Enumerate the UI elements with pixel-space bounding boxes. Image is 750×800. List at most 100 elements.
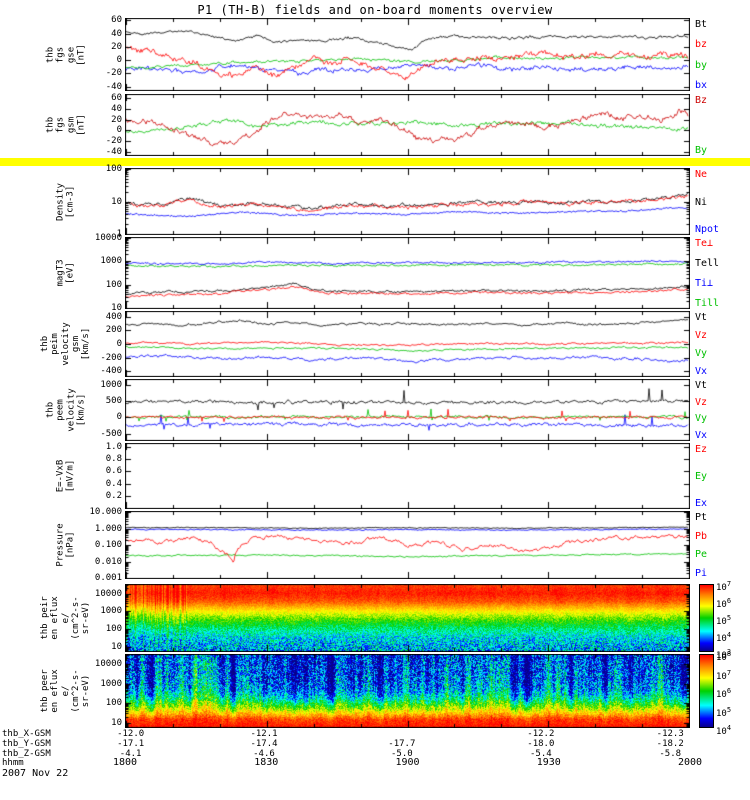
ytick-label: 40 bbox=[111, 103, 122, 114]
axis-row-value: 1900 bbox=[395, 757, 420, 768]
colorbar-tick-label: 105 bbox=[716, 614, 732, 627]
legend-label-Vz: Vz bbox=[695, 396, 708, 408]
ytick-label: 1000 bbox=[100, 256, 122, 267]
axis-row-value: 1930 bbox=[536, 757, 561, 768]
colorbar-exponent: 4 bbox=[726, 631, 732, 639]
panel-peir_spectrogram-canvas bbox=[125, 584, 690, 652]
ytick-label: -40 bbox=[105, 81, 122, 92]
panel-temperature-ylabel: magT3 [eV] bbox=[55, 259, 76, 287]
colorbar-exponent: 6 bbox=[726, 687, 732, 695]
panel-density-ylabel: Density [cm-3] bbox=[55, 182, 76, 221]
panel-fgs_gsm-ylabel: thb fgs gsm [nT] bbox=[45, 114, 87, 136]
legend-label-Ey: Ey bbox=[695, 471, 708, 482]
legend-label-Till: Till bbox=[695, 298, 720, 309]
axis-row-value: -18.2 bbox=[656, 739, 684, 749]
axis-row-value: -12.2 bbox=[527, 729, 555, 739]
legend-label-By: By bbox=[695, 145, 708, 156]
ytick-label: 10.000 bbox=[89, 507, 122, 517]
ytick-label: 1 bbox=[116, 229, 122, 239]
panel-fgs_gsm-canvas bbox=[125, 94, 690, 156]
legend-label-Te⊥: Te⊥ bbox=[695, 238, 714, 249]
ytick-label: 100 bbox=[105, 624, 122, 635]
axis-row-value: -5.0 bbox=[391, 749, 413, 759]
panel-peem_velocity-ylabel: thb peem velocity [km/s] bbox=[45, 388, 87, 432]
legend-label-Vx: Vx bbox=[695, 430, 708, 441]
axis-row-value: -18.0 bbox=[527, 739, 555, 749]
axis-row-value: -12.1 bbox=[250, 729, 278, 739]
axis-row-label-thb_X-GSM: thb_X-GSM bbox=[2, 729, 51, 739]
legend-label-Bt: Bt bbox=[695, 19, 708, 30]
legend-label-Tell: Tell bbox=[695, 258, 720, 269]
colorbar-exponent: 6 bbox=[726, 597, 732, 605]
panel-peim_velocity-canvas bbox=[125, 311, 690, 377]
legend-label-bx: bx bbox=[695, 80, 708, 91]
colorbar-tick-label: 106 bbox=[716, 687, 732, 700]
ytick-label: 1.0 bbox=[105, 442, 122, 453]
colorbar-tick-label: 105 bbox=[716, 705, 732, 719]
legend-label-Pe: Pe bbox=[695, 549, 708, 561]
panel-efield-ylabel: E=-VxB [mV/m] bbox=[55, 459, 76, 493]
ytick-label: 200 bbox=[105, 325, 122, 336]
ytick-label: 0.6 bbox=[105, 466, 122, 477]
ytick-label: 0 bbox=[116, 125, 122, 136]
ytick-label: 0 bbox=[116, 412, 122, 423]
axis-row-value: 1830 bbox=[254, 757, 279, 768]
colorbar-exponent: 7 bbox=[726, 580, 732, 588]
ytick-label: 400 bbox=[105, 311, 122, 322]
legend-label-Vt: Vt bbox=[695, 380, 708, 391]
colorbar-tick-label: 107 bbox=[716, 668, 732, 682]
legend-label-Ex: Ex bbox=[695, 498, 708, 509]
legend-label-Npot: Npot bbox=[695, 224, 720, 235]
legend-label-Bz: Bz bbox=[695, 95, 708, 106]
legend-label-Pb: Pb bbox=[695, 530, 708, 542]
axis-row-value: -17.7 bbox=[388, 739, 416, 749]
ytick-label: 1000 bbox=[100, 379, 122, 390]
panel-fgs_gse-canvas bbox=[125, 18, 690, 91]
panel-density-canvas bbox=[125, 168, 690, 235]
ytick-label: 0.010 bbox=[94, 556, 122, 567]
ytick-label: 40 bbox=[111, 28, 122, 39]
legend-label-Vx: Vx bbox=[695, 366, 708, 377]
ytick-label: 20 bbox=[111, 41, 122, 52]
colorbar-exponent: 8 bbox=[726, 650, 732, 658]
ytick-label: 1.000 bbox=[94, 523, 122, 534]
ytick-label: 1000 bbox=[100, 606, 122, 617]
legend-label-Vt: Vt bbox=[695, 312, 708, 323]
date-label: 2007 Nov 22 bbox=[2, 768, 69, 779]
colorbar-tick-label: 103 bbox=[716, 648, 732, 661]
ytick-label: 20 bbox=[111, 114, 122, 125]
colorbar-tick-label: 106 bbox=[716, 597, 732, 610]
legend-label-Vy: Vy bbox=[695, 413, 708, 425]
ytick-label: 60 bbox=[111, 92, 122, 103]
axis-row-value: -12.3 bbox=[656, 729, 684, 739]
panel-temperature-canvas bbox=[125, 237, 690, 309]
ytick-label: 10000 bbox=[94, 233, 122, 243]
ytick-label: 10000 bbox=[94, 588, 122, 599]
axis-row-label-thb_Y-GSM: thb_Y-GSM bbox=[2, 739, 51, 749]
ytick-label: 60 bbox=[111, 15, 122, 26]
colorbar-tick-label: 107 bbox=[716, 580, 732, 593]
ytick-label: -40 bbox=[105, 147, 122, 158]
ytick-label: 10 bbox=[111, 303, 122, 313]
axis-row-value: -17.1 bbox=[117, 739, 145, 749]
colorbar-tick-label: 104 bbox=[716, 724, 732, 737]
ytick-label: 100 bbox=[105, 279, 122, 290]
ytick-label: -20 bbox=[105, 136, 122, 147]
ytick-label: -400 bbox=[100, 366, 122, 377]
legend-label-by: by bbox=[695, 59, 708, 71]
colorbar-exponent: 7 bbox=[726, 668, 732, 677]
axis-row-value: 1800 bbox=[112, 757, 138, 768]
panel-peer_spectrogram-canvas bbox=[125, 654, 690, 728]
legend-label-Pi: Pi bbox=[695, 568, 708, 579]
panel-peem_velocity-canvas bbox=[125, 379, 690, 441]
ytick-label: 10000 bbox=[94, 659, 122, 670]
axis-row-value: 2000 bbox=[677, 757, 703, 768]
panel-pressure-ylabel: Pressure [nPa] bbox=[55, 523, 76, 567]
axis-row-label-hhmm: hhmm bbox=[2, 758, 24, 768]
ytick-label: 500 bbox=[105, 396, 122, 407]
ytick-label: 0.4 bbox=[105, 478, 122, 489]
panel-efield-canvas bbox=[125, 443, 690, 509]
legend-label-Vy: Vy bbox=[695, 348, 708, 359]
panel-pressure-canvas bbox=[125, 511, 690, 579]
